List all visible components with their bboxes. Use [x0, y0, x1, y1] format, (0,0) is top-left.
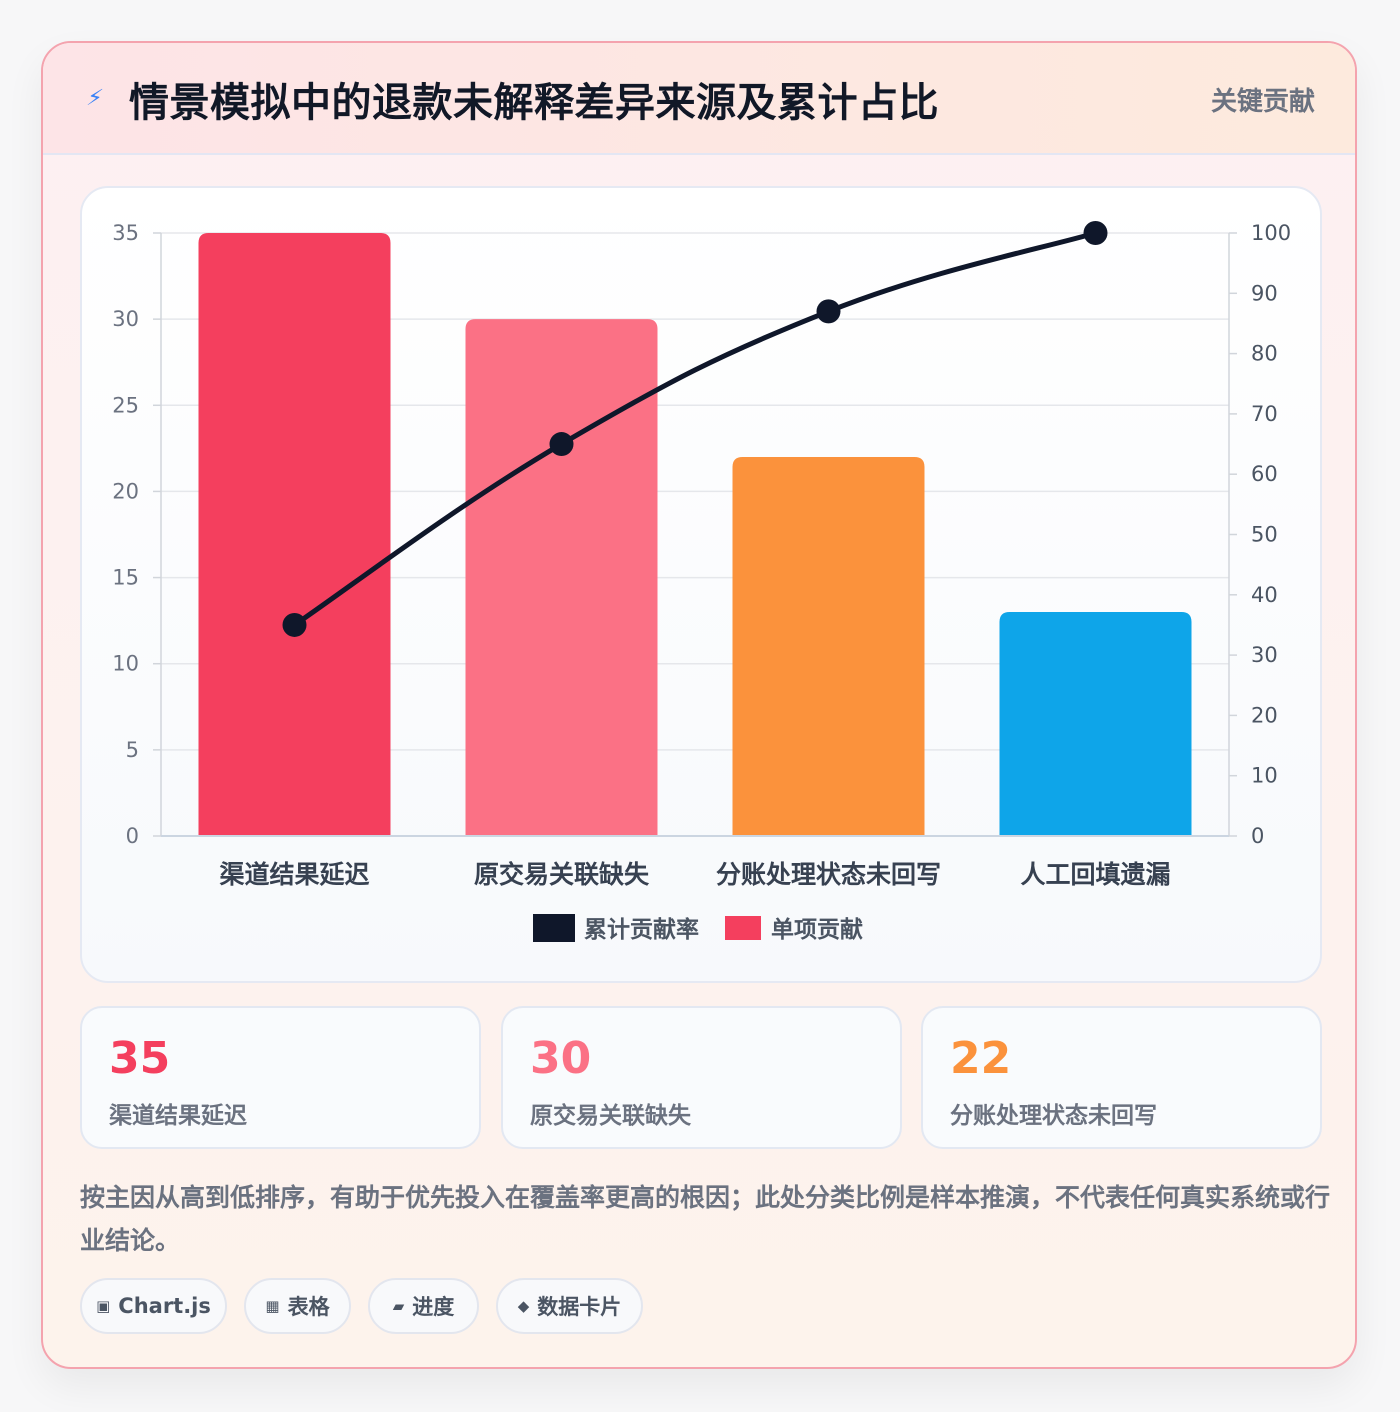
stat-card-3: 22 分账处理状态未回写 — [921, 1006, 1322, 1149]
card-header: ⚡ 情景模拟中的退款未解释差异来源及累计占比 关键贡献 — [43, 43, 1355, 155]
stat-value: 35 — [109, 1033, 171, 1084]
right-tick-label: 10 — [1251, 764, 1278, 788]
bar-1 — [198, 233, 391, 836]
stat-label: 原交易关联缺失 — [530, 1103, 691, 1129]
stat-card-2: 30 原交易关联缺失 — [501, 1006, 902, 1149]
cumulative-point-4 — [1083, 221, 1108, 245]
bar-2 — [465, 319, 658, 837]
cumulative-point-1 — [282, 612, 307, 637]
chart-panel: 0 5 10 15 20 25 30 35 0 10 20 30 40 50 60 70 80 90 100 渠道结果… — [80, 186, 1322, 983]
left-tick-label: 30 — [112, 307, 139, 331]
chip-label: 表格 — [287, 1295, 330, 1319]
x-tick-label: 人工回填遗漏 — [1020, 860, 1170, 889]
left-tick-label: 10 — [112, 652, 139, 676]
stat-label: 分账处理状态未回写 — [950, 1103, 1157, 1129]
legend-swatch-bar — [725, 916, 761, 940]
right-tick-label: 80 — [1251, 342, 1278, 366]
right-tick-label: 90 — [1251, 281, 1278, 305]
pareto-chart: 0 5 10 15 20 25 30 35 0 10 20 30 40 50 60 70 80 90 100 渠道结果… — [112, 221, 1291, 943]
right-tick-label: 60 — [1251, 462, 1278, 486]
right-tick-label: 40 — [1251, 583, 1278, 607]
chip-chartjs[interactable]: ▣ Chart.js — [80, 1278, 227, 1334]
x-tick-label: 渠道结果延迟 — [219, 860, 369, 889]
chip-label: 进度 — [412, 1295, 455, 1319]
progress-icon: ▰ — [392, 1297, 405, 1315]
page-title: 情景模拟中的退款未解释差异来源及累计占比 — [129, 80, 939, 126]
legend-label-bar: 单项贡献 — [771, 917, 863, 943]
legend-label-line: 累计贡献率 — [584, 916, 699, 943]
chip-progress[interactable]: ▰ 进度 — [368, 1278, 479, 1334]
stat-card-1: 35 渠道结果延迟 — [80, 1006, 481, 1149]
cumulative-point-3 — [816, 299, 841, 324]
right-tick-label: 70 — [1251, 402, 1278, 426]
chip-table[interactable]: ▦ 表格 — [244, 1278, 351, 1334]
lightning-icon: ⚡ — [84, 86, 105, 111]
legend-swatch-line — [533, 914, 575, 942]
right-tick-label: 100 — [1251, 221, 1291, 245]
left-tick-label: 20 — [112, 479, 139, 503]
x-tick-label: 原交易关联缺失 — [474, 860, 650, 889]
right-tick-label: 20 — [1251, 703, 1278, 727]
left-tick-label: 35 — [112, 221, 139, 245]
left-tick-label: 5 — [126, 738, 139, 762]
chip-label: Chart.js — [118, 1294, 211, 1318]
cumulative-point-2 — [549, 432, 574, 457]
chip-data-card[interactable]: ◆ 数据卡片 — [496, 1278, 643, 1334]
x-tick-label: 分账处理状态未回写 — [716, 860, 941, 889]
right-tick-label: 0 — [1251, 824, 1264, 848]
stat-label: 渠道结果延迟 — [109, 1103, 247, 1129]
diamond-icon: ◆ — [517, 1297, 530, 1315]
stat-value: 30 — [530, 1033, 592, 1084]
header-tag: 关键贡献 — [1210, 87, 1315, 117]
left-tick-label: 0 — [126, 824, 139, 848]
chart-icon: ▣ — [96, 1297, 111, 1315]
stat-value: 22 — [950, 1033, 1012, 1084]
left-tick-label: 15 — [112, 566, 139, 590]
chart-card: ⚡ 情景模拟中的退款未解释差异来源及累计占比 关键贡献 0 5 10 15 20 25 30… — [41, 41, 1357, 1369]
bar-3 — [732, 456, 925, 836]
chart-note: 按主因从高到低排序，有助于优先投入在覆盖率更高的根因；此处分类比例是样本推演，不… — [80, 1183, 1331, 1255]
left-tick-label: 25 — [112, 393, 139, 417]
right-tick-label: 30 — [1251, 643, 1278, 667]
chip-label: 数据卡片 — [537, 1295, 622, 1319]
cumulative-line — [292, 230, 1098, 628]
table-icon: ▦ — [265, 1297, 280, 1315]
right-tick-label: 50 — [1251, 523, 1278, 547]
bar-4 — [999, 612, 1192, 836]
